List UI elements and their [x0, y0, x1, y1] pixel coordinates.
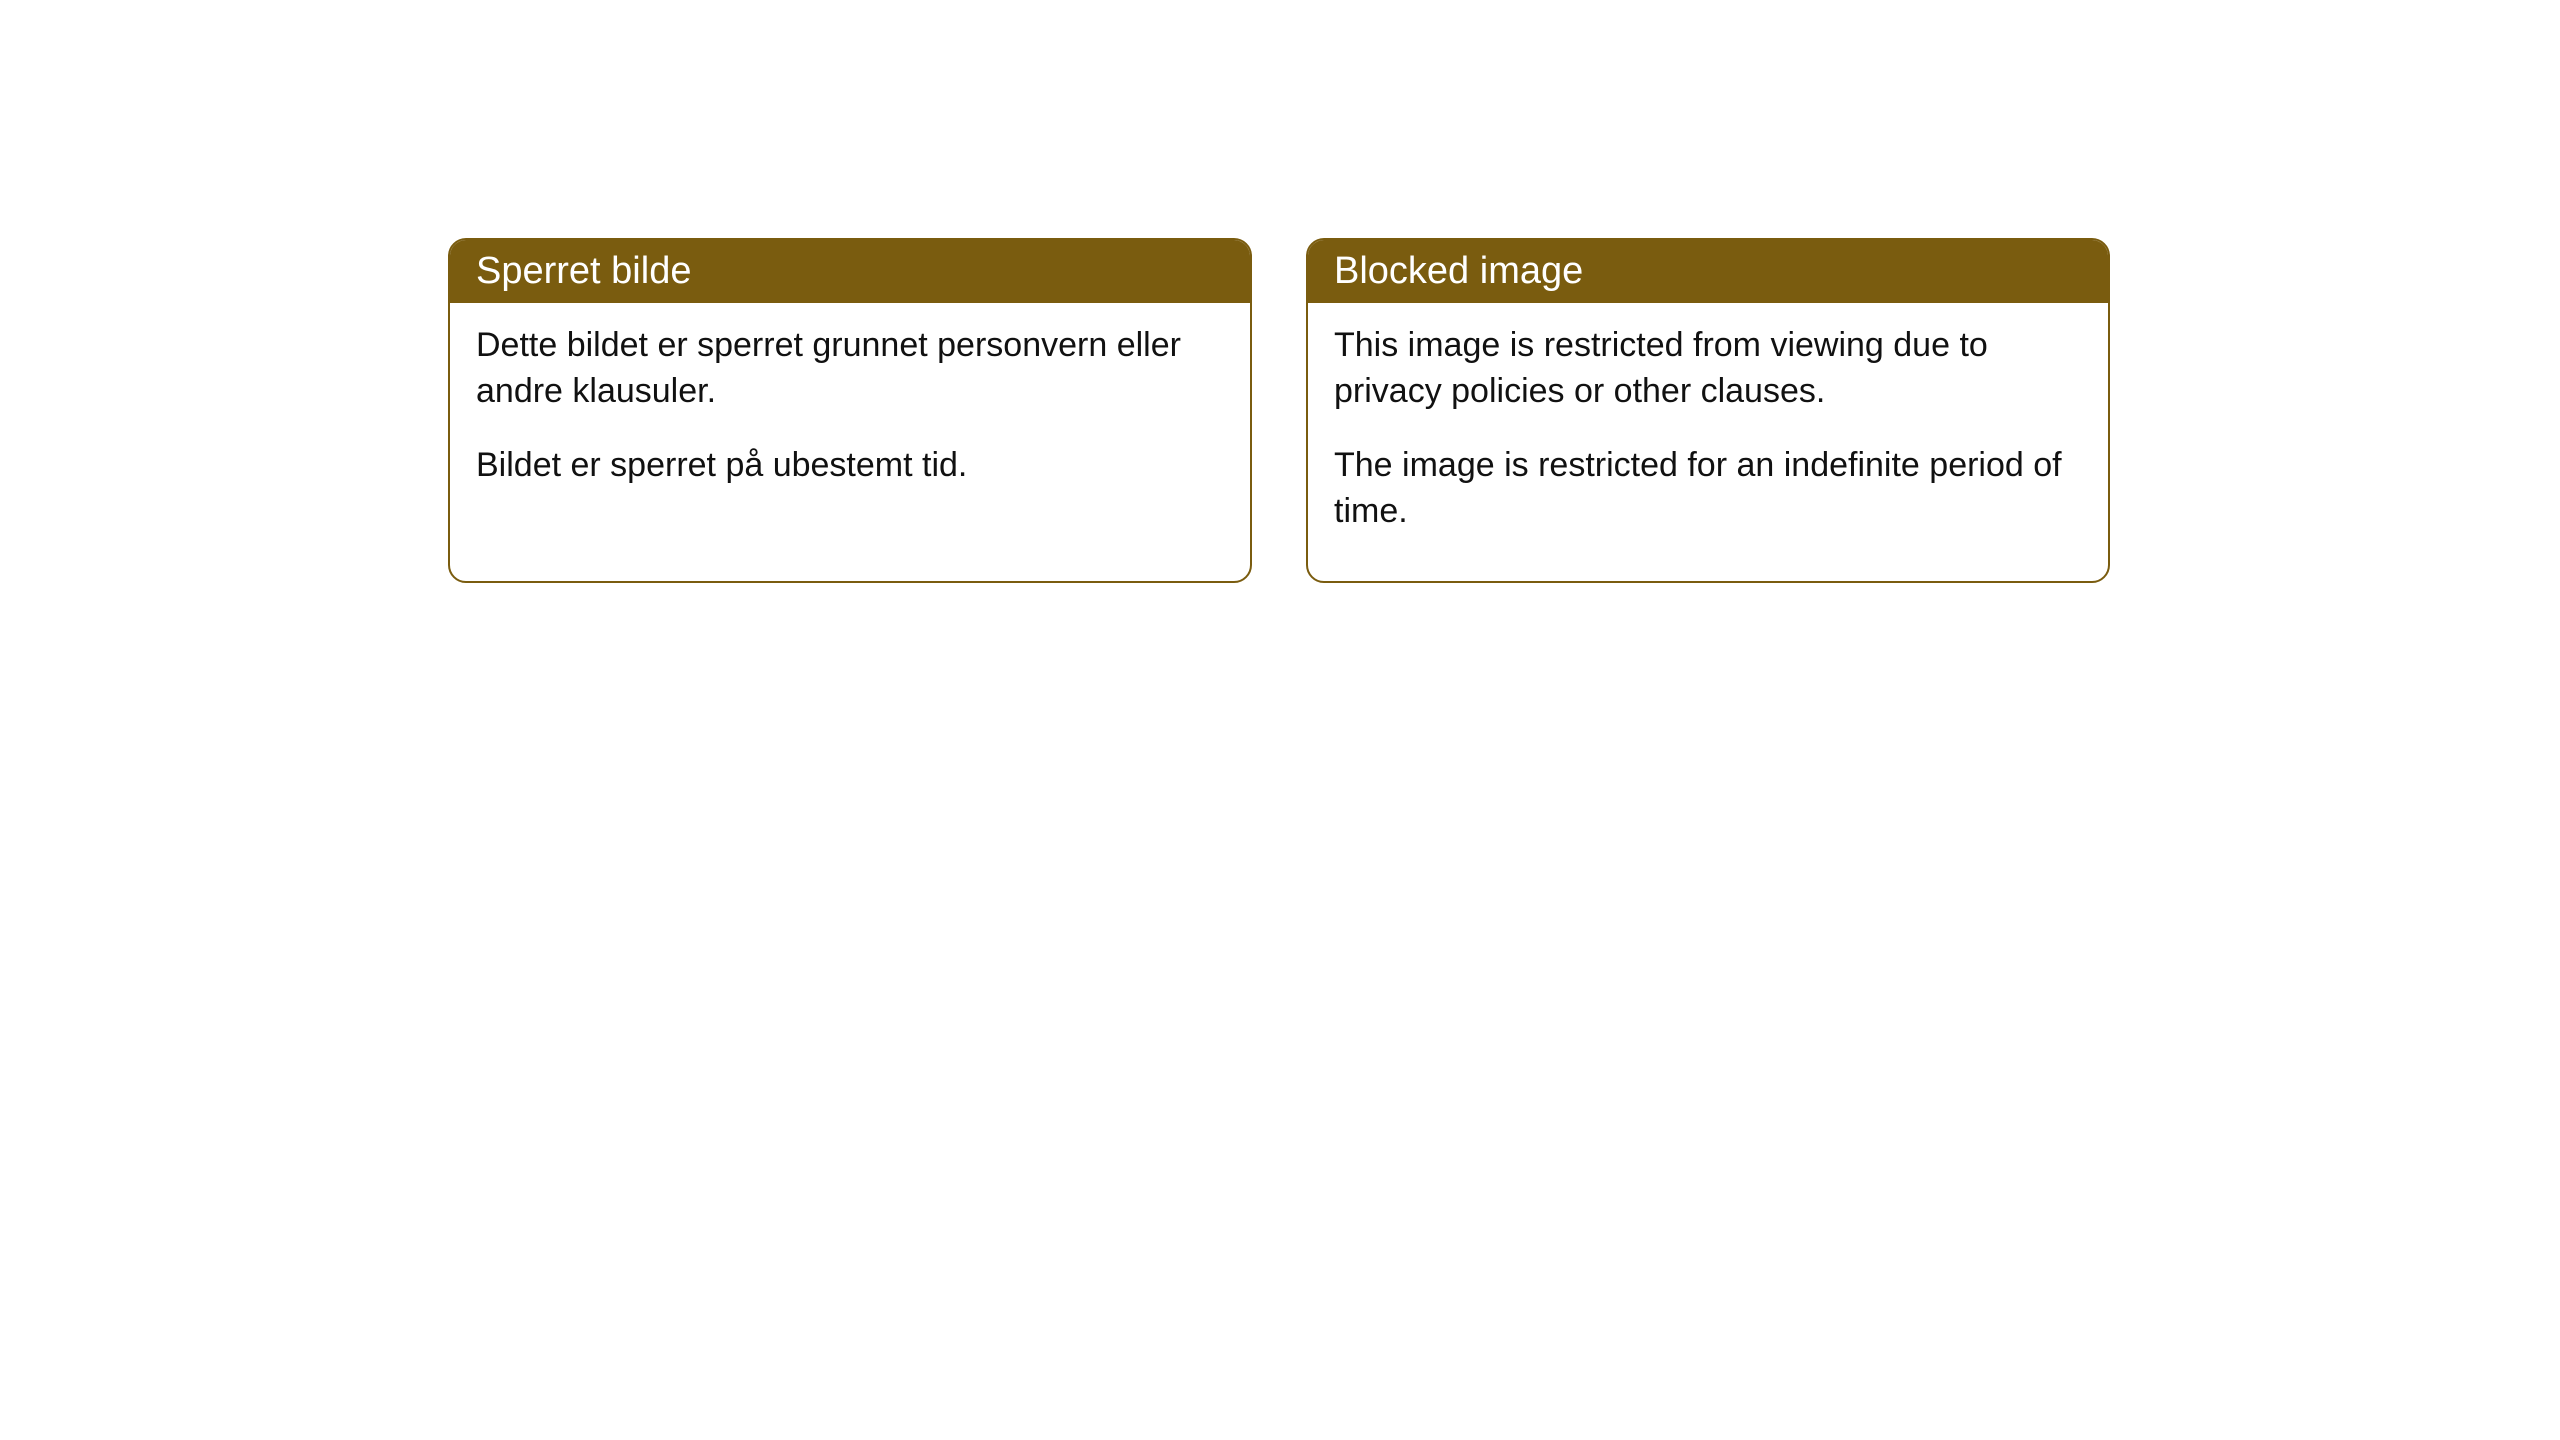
card-title: Blocked image	[1334, 250, 1583, 292]
card-paragraph: Bildet er sperret på ubestemt tid.	[476, 443, 1224, 489]
card-paragraph: Dette bildet er sperret grunnet personve…	[476, 323, 1224, 415]
card-paragraph: The image is restricted for an indefinit…	[1334, 443, 2082, 535]
card-header: Sperret bilde	[450, 240, 1250, 303]
card-body: Dette bildet er sperret grunnet personve…	[450, 303, 1250, 535]
card-paragraph: This image is restricted from viewing du…	[1334, 323, 2082, 415]
card-header: Blocked image	[1308, 240, 2108, 303]
notice-card-english: Blocked image This image is restricted f…	[1306, 238, 2110, 583]
notice-card-container: Sperret bilde Dette bildet er sperret gr…	[448, 238, 2110, 583]
notice-card-norwegian: Sperret bilde Dette bildet er sperret gr…	[448, 238, 1252, 583]
card-body: This image is restricted from viewing du…	[1308, 303, 2108, 581]
card-title: Sperret bilde	[476, 250, 691, 292]
